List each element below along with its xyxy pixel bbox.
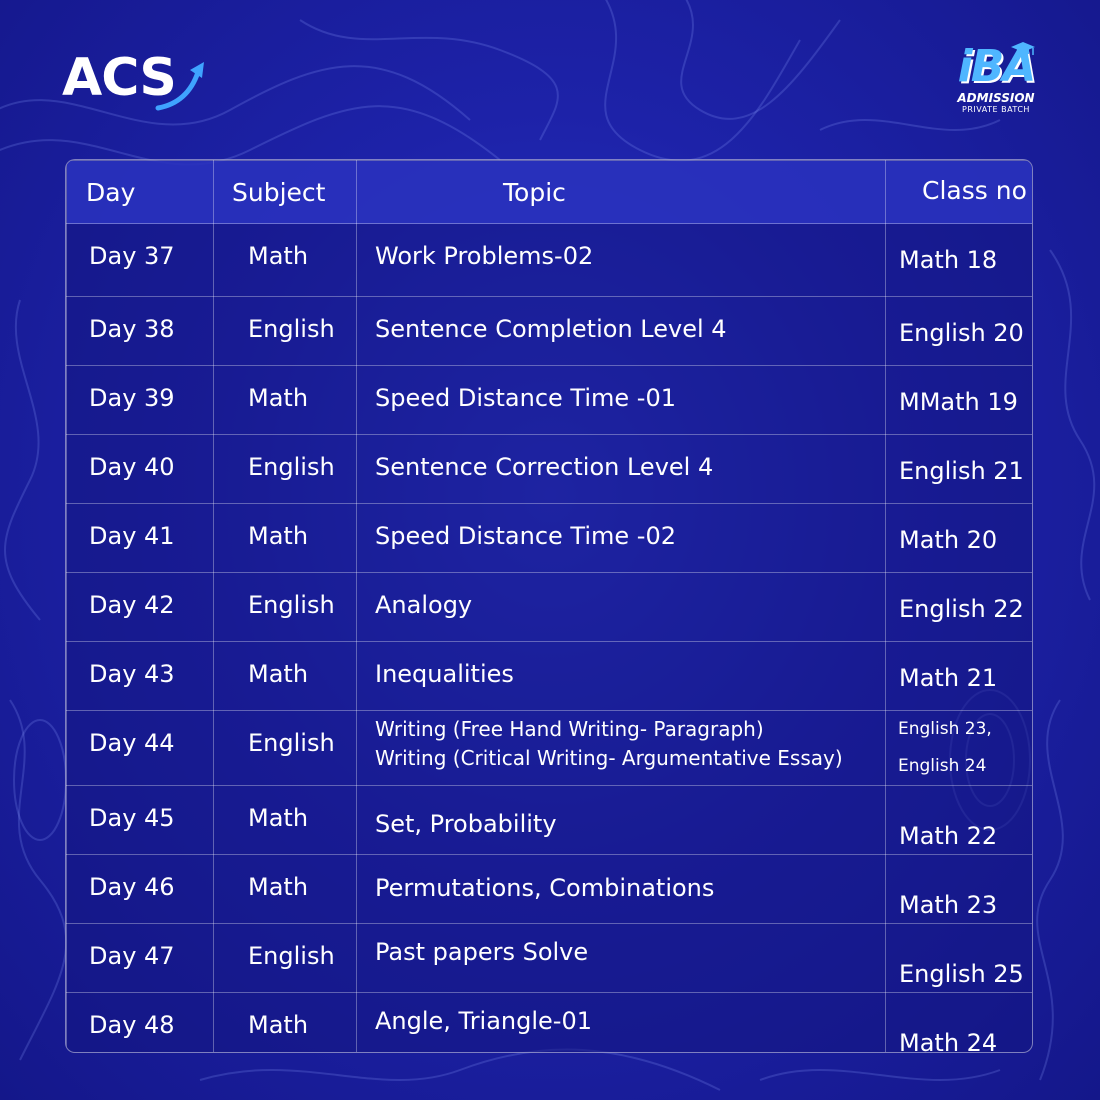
cell-subject: English xyxy=(213,710,357,786)
cell-day: Day 41 xyxy=(66,503,214,573)
header-topic: Topic xyxy=(356,160,886,224)
cell-class-no: English 22 xyxy=(885,572,1032,642)
header-class-no: Class no xyxy=(885,160,1032,224)
table-row: Day 46 Math Permutations, Combinations M… xyxy=(66,854,1032,924)
cell-day: Day 47 xyxy=(66,923,214,993)
graduation-cap-icon xyxy=(1011,42,1035,55)
cell-subject: Math xyxy=(213,223,357,297)
cell-subject: Math xyxy=(213,503,357,573)
iba-logo-private-batch: PRIVATE BATCH xyxy=(962,105,1030,114)
cell-class-no: MMath 19 xyxy=(885,365,1032,435)
table-row: Day 40 English Sentence Correction Level… xyxy=(66,434,1032,504)
cell-topic: Work Problems-02 xyxy=(356,223,886,297)
iba-logo: iBA ADMISSION PRIVATE BATCH xyxy=(948,42,1044,122)
cell-subject: English xyxy=(213,572,357,642)
cell-topic: Permutations, Combinations xyxy=(356,854,886,924)
cell-day: Day 48 xyxy=(66,992,214,1052)
cell-class-no: Math 22 xyxy=(885,785,1032,855)
table-row: Day 48 Math Angle, Triangle-01 Math 24 xyxy=(66,992,1032,1052)
cell-day: Day 38 xyxy=(66,296,214,366)
cell-topic: Angle, Triangle-01 xyxy=(356,992,886,1052)
class-no-line-2: English 24 xyxy=(898,756,987,776)
arrow-up-right-icon xyxy=(155,62,204,111)
table-row: Day 44 English Writing (Free Hand Writin… xyxy=(66,710,1032,786)
cell-subject: English xyxy=(213,923,357,993)
table-row: Day 47 English Past papers Solve English… xyxy=(66,923,1032,993)
cell-subject: Math xyxy=(213,641,357,711)
cell-day: Day 40 xyxy=(66,434,214,504)
cell-subject: Math xyxy=(213,365,357,435)
table-row: Day 45 Math Set, Probability Math 22 xyxy=(66,785,1032,855)
cell-topic: Set, Probability xyxy=(356,785,886,855)
cell-topic: Analogy xyxy=(356,572,886,642)
cell-topic: Sentence Correction Level 4 xyxy=(356,434,886,504)
cell-topic: Speed Distance Time -01 xyxy=(356,365,886,435)
cell-class-no: English 25 xyxy=(885,923,1032,993)
cell-topic: Speed Distance Time -02 xyxy=(356,503,886,573)
table-header-row: Day Subject Topic Class no xyxy=(66,160,1032,224)
cell-day: Day 39 xyxy=(66,365,214,435)
cell-class-no: English 23, English 24 xyxy=(885,710,1032,786)
cell-topic: Sentence Completion Level 4 xyxy=(356,296,886,366)
cell-day: Day 37 xyxy=(66,223,214,297)
cell-class-no: Math 20 xyxy=(885,503,1032,573)
topic-line-1: Writing (Free Hand Writing- Paragraph) xyxy=(375,717,764,741)
cell-class-no: Math 23 xyxy=(885,854,1032,924)
cell-subject: Math xyxy=(213,785,357,855)
cell-topic: Inequalities xyxy=(356,641,886,711)
acs-logo: ACS xyxy=(62,50,212,112)
cell-class-no: English 20 xyxy=(885,296,1032,366)
header-subject: Subject xyxy=(213,160,357,224)
acs-logo-text: ACS xyxy=(62,48,177,108)
schedule-table: Day Subject Topic Class no Day 37 Math W… xyxy=(65,159,1033,1053)
class-no-line-1: English 23, xyxy=(898,719,992,739)
cell-subject: Math xyxy=(213,854,357,924)
topic-line-2: Writing (Critical Writing- Argumentative… xyxy=(375,746,843,770)
header-day: Day xyxy=(66,160,214,224)
table-row: Day 39 Math Speed Distance Time -01 MMat… xyxy=(66,365,1032,435)
table-row: Day 43 Math Inequalities Math 21 xyxy=(66,641,1032,711)
cell-class-no: Math 21 xyxy=(885,641,1032,711)
cell-subject: Math xyxy=(213,992,357,1052)
table-row: Day 38 English Sentence Completion Level… xyxy=(66,296,1032,366)
cell-day: Day 46 xyxy=(66,854,214,924)
cell-day: Day 45 xyxy=(66,785,214,855)
iba-logo-admission: ADMISSION xyxy=(957,91,1035,105)
cell-topic: Past papers Solve xyxy=(356,923,886,993)
cell-class-no: Math 18 xyxy=(885,223,1032,297)
cell-day: Day 42 xyxy=(66,572,214,642)
cell-class-no: English 21 xyxy=(885,434,1032,504)
cell-day: Day 44 xyxy=(66,710,214,786)
cell-subject: English xyxy=(213,296,357,366)
cell-topic: Writing (Free Hand Writing- Paragraph) W… xyxy=(356,710,886,786)
table-row: Day 37 Math Work Problems-02 Math 18 xyxy=(66,223,1032,297)
cell-class-no: Math 24 xyxy=(885,992,1032,1052)
table-row: Day 41 Math Speed Distance Time -02 Math… xyxy=(66,503,1032,573)
cell-subject: English xyxy=(213,434,357,504)
cell-day: Day 43 xyxy=(66,641,214,711)
table-row: Day 42 English Analogy English 22 xyxy=(66,572,1032,642)
